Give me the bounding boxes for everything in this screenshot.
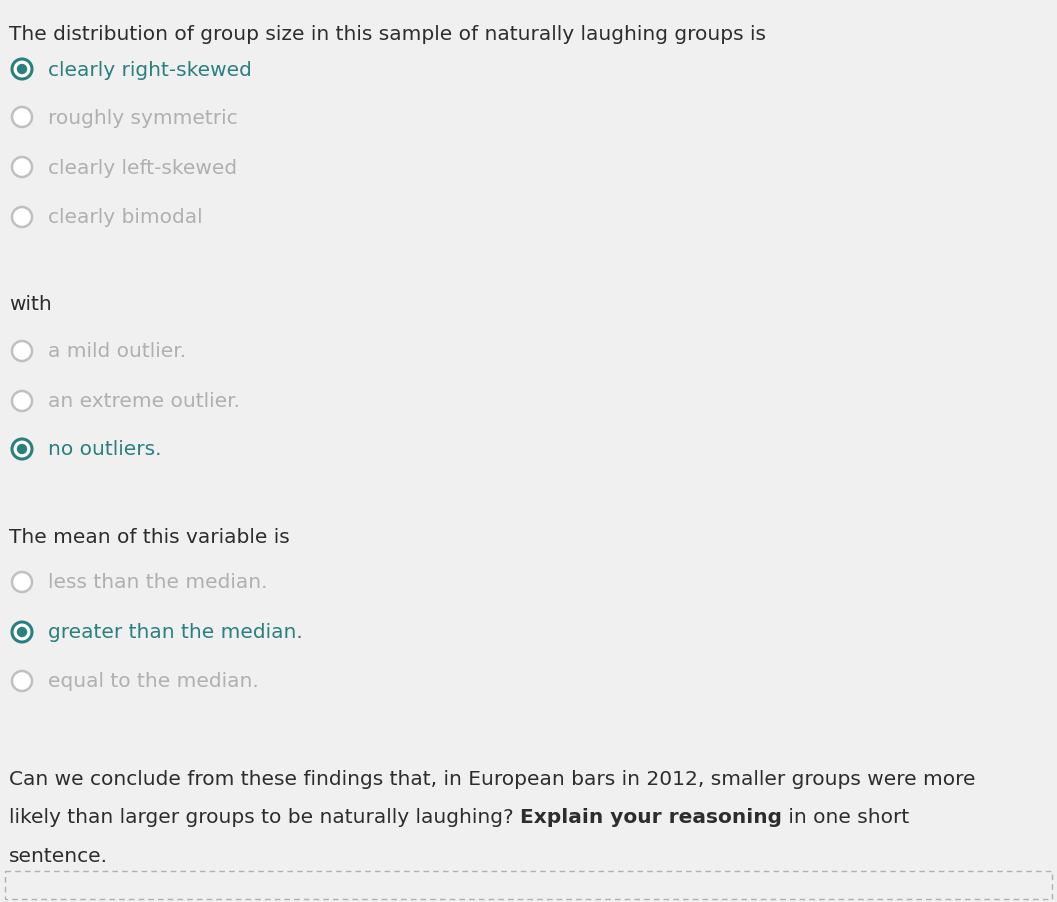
Circle shape xyxy=(12,622,32,642)
Text: in one short: in one short xyxy=(782,807,909,826)
Text: clearly bimodal: clearly bimodal xyxy=(48,208,203,227)
Text: no outliers.: no outliers. xyxy=(48,440,162,459)
Text: Explain your reasoning: Explain your reasoning xyxy=(520,807,782,826)
Text: a mild outlier.: a mild outlier. xyxy=(48,342,186,361)
Text: an extreme outlier.: an extreme outlier. xyxy=(48,392,240,411)
Text: clearly left-skewed: clearly left-skewed xyxy=(48,159,237,178)
Text: with: with xyxy=(10,295,52,314)
Circle shape xyxy=(12,108,32,128)
Circle shape xyxy=(12,207,32,227)
Text: equal to the median.: equal to the median. xyxy=(48,672,259,691)
Circle shape xyxy=(17,65,27,75)
Text: likely than larger groups to be naturally laughing?: likely than larger groups to be naturall… xyxy=(10,807,520,826)
Circle shape xyxy=(12,439,32,459)
Circle shape xyxy=(12,573,32,593)
Text: sentence.: sentence. xyxy=(10,846,108,865)
Text: roughly symmetric: roughly symmetric xyxy=(48,108,238,127)
Circle shape xyxy=(17,445,27,455)
Text: greater than the median.: greater than the median. xyxy=(48,622,302,642)
Circle shape xyxy=(12,342,32,362)
Circle shape xyxy=(12,60,32,80)
Text: Can we conclude from these findings that, in European bars in 2012, smaller grou: Can we conclude from these findings that… xyxy=(10,769,976,788)
Circle shape xyxy=(12,158,32,178)
Circle shape xyxy=(12,391,32,411)
Circle shape xyxy=(17,627,27,638)
Circle shape xyxy=(12,671,32,691)
Bar xyxy=(5,871,1052,899)
Text: clearly right-skewed: clearly right-skewed xyxy=(48,60,252,79)
Text: The distribution of group size in this sample of naturally laughing groups is: The distribution of group size in this s… xyxy=(10,25,766,44)
Text: less than the median.: less than the median. xyxy=(48,573,267,592)
Text: The mean of this variable is: The mean of this variable is xyxy=(10,528,290,547)
